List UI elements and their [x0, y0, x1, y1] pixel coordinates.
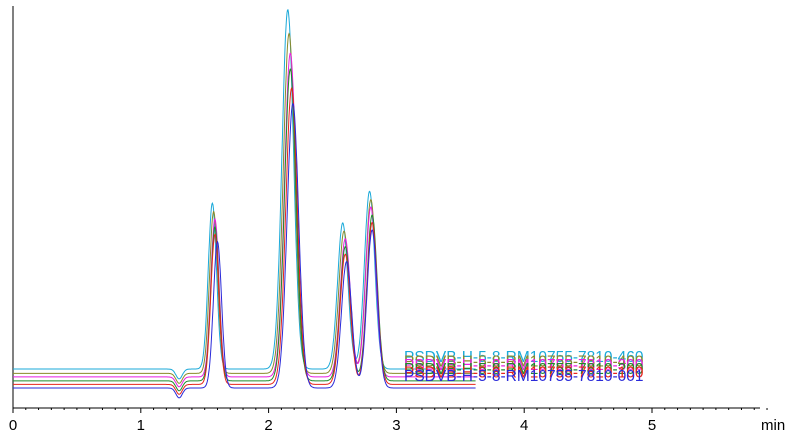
x-tick-label: 4 [520, 417, 528, 434]
chromatogram-traces [13, 9, 476, 399]
series-label: PSDVB-H-5-8-RM10755-7810-100 [404, 364, 644, 381]
series-label: PSDVB-H-5-8-RM10755-7810-300 [404, 357, 644, 374]
x-tick-label: 1 [137, 417, 145, 434]
series-label: PSDVB-H-5-8-RM10755-7810-001 [404, 368, 644, 385]
chart-axes: 0 1 2 3 4 5 min [9, 6, 785, 434]
chromatogram-trace [13, 86, 476, 395]
x-tick-label: 5 [648, 417, 656, 434]
x-tick-label: 2 [264, 417, 272, 434]
series-label: PSDVB-H-5-8-RM10755-7810-200 [404, 361, 644, 378]
chromatogram-trace [13, 68, 476, 392]
chromatogram-trace [13, 32, 476, 384]
x-axis-unit-label: min [761, 417, 785, 434]
series-label: PSDVB-H-5-8-RM10755-7810-400 [404, 353, 644, 370]
chromatogram-trace [13, 9, 476, 380]
x-tick-label: 3 [392, 417, 400, 434]
chart-legend: PSDVB-H-5-8-RM10755-7810-460PSDVB-H-5-8-… [404, 349, 644, 385]
series-label: PSDVB-H-5-8-RM10755-7810-460 [404, 349, 644, 366]
chromatogram-trace [13, 103, 476, 399]
chromatogram-trace [13, 52, 476, 388]
x-tick-label: 0 [9, 417, 17, 434]
